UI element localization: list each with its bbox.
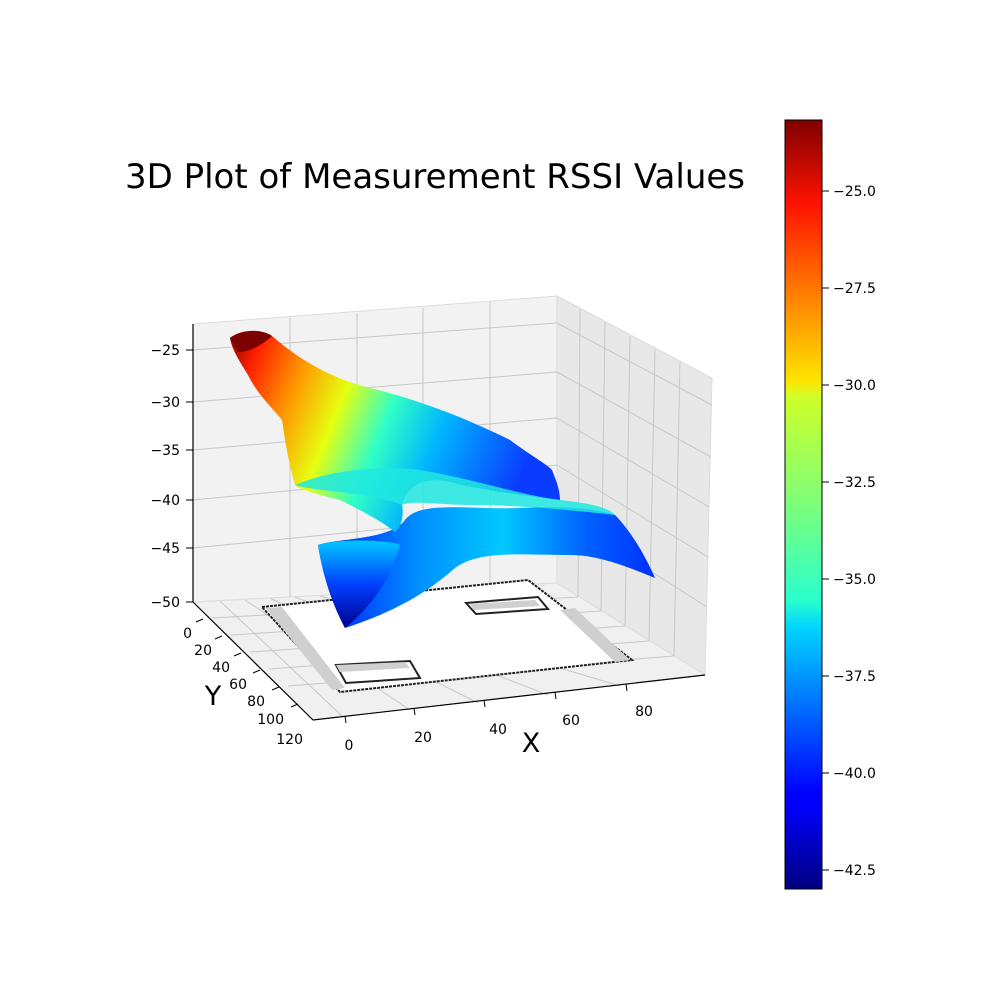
chart-title: 3D Plot of Measurement RSSI Values — [125, 157, 745, 197]
z-tick-label: −25 — [150, 343, 180, 359]
colorbar-tick-label: −32.5 — [833, 475, 876, 491]
y-tick-label: 80 — [247, 694, 265, 710]
y-tick-label: 60 — [229, 677, 247, 693]
colorbar-ticks — [822, 190, 829, 871]
colorbar-tick-label: −35.0 — [833, 572, 876, 588]
x-tick-label: 0 — [345, 738, 354, 754]
colorbar: −25.0 −27.5 −30.0 −32.5 −35.0 −37.5 −40.… — [784, 119, 876, 890]
surface-middle-band — [295, 468, 615, 515]
y-axis-line — [192, 601, 314, 721]
surface-drop-face — [318, 540, 400, 628]
colorbar-tick-labels: −25.0 −27.5 −30.0 −32.5 −35.0 −37.5 −40.… — [833, 184, 876, 879]
y-tick-labels: 0 20 40 60 80 100 120 — [183, 626, 303, 748]
z-tick-label: −35 — [150, 443, 180, 459]
y-axis-label: Y — [204, 681, 222, 712]
x-axis-label: X — [522, 728, 541, 759]
z-tick-label: −40 — [150, 493, 180, 509]
colorbar-tick-label: −42.5 — [833, 863, 876, 879]
surface-lower-part — [318, 507, 655, 628]
y-tick-label: 100 — [257, 712, 284, 728]
x-tick-label: 60 — [562, 713, 580, 729]
y-tick-label: 120 — [276, 732, 303, 748]
colorbar-tick-label: −40.0 — [833, 766, 876, 782]
z-tick-label: −45 — [150, 541, 180, 557]
colorbar-tick-label: −27.5 — [833, 281, 876, 297]
colorbar-tick-label: −30.0 — [833, 378, 876, 394]
z-tick-labels: −25 −30 −35 −40 −45 −50 — [150, 343, 180, 611]
y-tick-label: 0 — [183, 626, 192, 642]
z-tick-label: −30 — [150, 395, 180, 411]
z-tick-label: −50 — [150, 595, 180, 611]
rssi-surface — [230, 330, 655, 628]
x-axis-line — [312, 674, 706, 721]
surface-dark-ridge — [230, 330, 272, 352]
x-tick-label: 80 — [635, 704, 653, 720]
y-tick-label: 40 — [212, 660, 230, 676]
x-tick-label: 40 — [489, 722, 507, 738]
x-tick-labels: 0 20 40 60 80 — [345, 704, 653, 754]
axis-lines — [192, 324, 706, 721]
tick-marks — [186, 349, 628, 724]
colorbar-tick-label: −37.5 — [833, 669, 876, 685]
colorbar-tick-label: −25.0 — [833, 184, 876, 200]
colorbar-gradient — [784, 119, 823, 890]
x-tick-label: 20 — [414, 730, 432, 746]
y-tick-label: 20 — [194, 643, 212, 659]
